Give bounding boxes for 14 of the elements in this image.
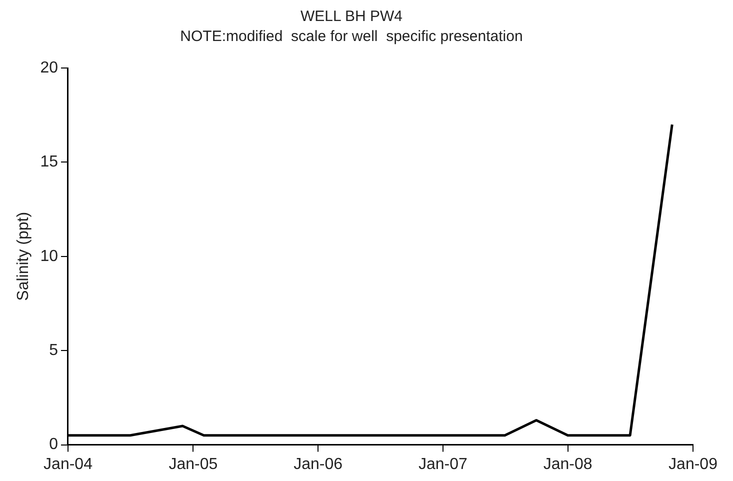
y-tick-label: 0 (49, 436, 58, 454)
chart-title: WELL BH PW4 (300, 8, 402, 26)
y-tick-label: 15 (40, 154, 58, 171)
x-tick-label: Jan-06 (294, 456, 343, 473)
y-tick-label: 5 (49, 342, 58, 360)
x-tick-label: Jan-07 (418, 456, 468, 473)
x-tick-label: Jan-05 (168, 456, 218, 473)
chart-subtitle: NOTE:modified scale for well specific presentation (180, 28, 523, 46)
y-axis-title: Salinity (ppt) (15, 212, 32, 301)
x-tick-label: Jan-08 (543, 456, 592, 473)
x-tick-label: Jan-09 (668, 456, 718, 473)
y-tick-label: 10 (40, 248, 58, 265)
y-tick-label: 20 (40, 59, 58, 76)
x-tick-label: Jan-04 (44, 456, 93, 473)
